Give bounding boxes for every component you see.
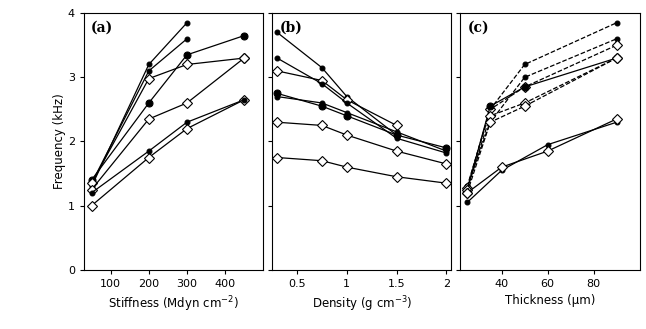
Text: (b): (b) [279, 21, 302, 35]
Text: (c): (c) [468, 21, 489, 35]
X-axis label: Density (g cm$^{-3}$): Density (g cm$^{-3}$) [311, 294, 412, 314]
X-axis label: Stiffness (Mdyn cm$^{-2}$): Stiffness (Mdyn cm$^{-2}$) [109, 294, 239, 314]
Text: (a): (a) [91, 21, 114, 35]
X-axis label: Thickness (μm): Thickness (μm) [505, 294, 595, 307]
Y-axis label: Frequency (kHz): Frequency (kHz) [54, 93, 67, 190]
